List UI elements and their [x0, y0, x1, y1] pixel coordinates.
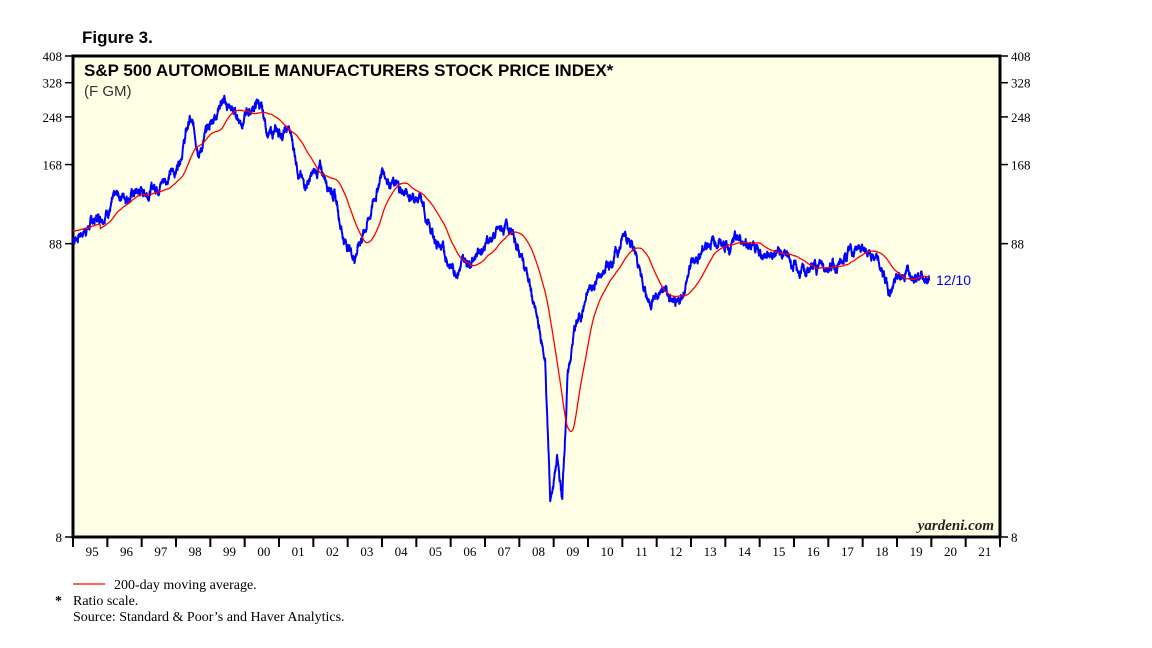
- figure-label: Figure 3.: [82, 28, 153, 47]
- y-tick-label-left: 8: [56, 530, 63, 545]
- x-tick-label: 01: [292, 544, 305, 559]
- x-tick-label: 05: [429, 544, 442, 559]
- watermark: yardeni.com: [916, 518, 994, 534]
- x-tick-label: 10: [601, 544, 614, 559]
- x-tick-label: 00: [257, 544, 270, 559]
- x-tick-label: 21: [978, 544, 991, 559]
- y-tick-label-right: 168: [1011, 158, 1031, 173]
- y-tick-label-right: 88: [1011, 237, 1024, 252]
- x-tick-label: 02: [326, 544, 339, 559]
- ratio-scale-note: Ratio scale.: [73, 594, 138, 609]
- y-tick-label-left: 408: [43, 49, 63, 64]
- x-tick-label: 11: [635, 544, 648, 559]
- x-tick-label: 98: [189, 544, 202, 559]
- x-tick-label: 15: [772, 544, 785, 559]
- plot-area: [71, 54, 1002, 539]
- chart-title: S&P 500 AUTOMOBILE MANUFACTURERS STOCK P…: [84, 61, 614, 80]
- y-tick-label-right: 248: [1011, 110, 1031, 125]
- x-tick-label: 18: [875, 544, 888, 559]
- x-tick-label: 97: [154, 544, 168, 559]
- source-note: Source: Standard & Poor’s and Haver Anal…: [73, 610, 345, 625]
- y-tick-label-left: 328: [43, 76, 63, 91]
- x-tick-label: 13: [704, 544, 717, 559]
- y-tick-label-left: 248: [43, 110, 63, 125]
- x-tick-label: 20: [944, 544, 957, 559]
- x-tick-label: 06: [463, 544, 477, 559]
- y-tick-label-left: 168: [43, 158, 63, 173]
- legend-ma-label: 200-day moving average.: [114, 578, 257, 593]
- x-tick-label: 16: [807, 544, 821, 559]
- end-date-label: 12/10: [936, 272, 971, 288]
- x-tick-label: 14: [738, 544, 752, 559]
- x-tick-label: 99: [223, 544, 236, 559]
- y-tick-label-right: 408: [1011, 49, 1031, 64]
- x-tick-label: 12: [669, 544, 682, 559]
- asterisk: *: [55, 594, 62, 609]
- y-tick-label-right: 8: [1011, 530, 1018, 545]
- x-tick-label: 09: [566, 544, 579, 559]
- x-tick-label: 03: [360, 544, 373, 559]
- x-tick-label: 17: [841, 544, 855, 559]
- y-tick-label-left: 88: [49, 237, 62, 252]
- chart-subtitle: (F GM): [84, 83, 131, 100]
- x-tick-label: 07: [498, 544, 512, 559]
- x-axis: 95 96 97 98 99 00 01 02 03 04 05 06 07 08 09 10 11 12 13 14…: [72, 537, 1001, 559]
- x-tick-label: 04: [395, 544, 409, 559]
- x-tick-label: 95: [86, 544, 99, 559]
- x-tick-label: 19: [910, 544, 923, 559]
- y-tick-label-right: 328: [1011, 76, 1031, 91]
- x-tick-label: 08: [532, 544, 545, 559]
- price-series-line: [72, 94, 931, 503]
- x-tick-label: 96: [120, 544, 134, 559]
- moving-average-line: [72, 109, 929, 433]
